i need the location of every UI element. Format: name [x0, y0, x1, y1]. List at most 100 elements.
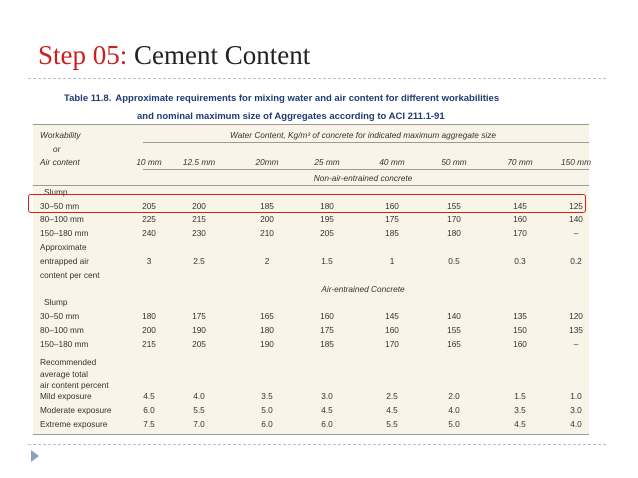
cell-value: 1: [389, 256, 395, 266]
highlight-box: [28, 194, 586, 213]
table-caption-label: Table 11.8.: [64, 93, 112, 104]
cell-value: 225: [142, 214, 156, 224]
cell-value: 160: [513, 339, 527, 349]
cell-value: 1.0: [570, 391, 582, 401]
header-size: 70 mm: [507, 157, 533, 167]
cell-value: 215: [142, 339, 156, 349]
cell-value: –: [573, 228, 579, 238]
table-caption: Table 11.8. Approximate requirements for …: [64, 93, 499, 104]
cell-value: 200: [192, 201, 206, 211]
slide-title: Step 05: Cement Content: [38, 40, 310, 71]
cell-value: 4.5: [386, 405, 398, 415]
table-caption-line2: and nominal maximum size of Aggregates a…: [137, 111, 445, 122]
cell-value: 4.0: [193, 391, 205, 401]
header-workability: Workability: [40, 130, 81, 140]
cell-value: 4.0: [570, 419, 582, 429]
cell-value: 200: [260, 214, 274, 224]
cell-value: 3.0: [321, 391, 333, 401]
approx-air-label: entrapped air: [40, 256, 89, 266]
cell-value: 185: [385, 228, 399, 238]
cell-value: 5.5: [193, 405, 205, 415]
cell-value: 180: [447, 228, 461, 238]
cell-value: 200: [142, 325, 156, 335]
slump-label: Slump: [44, 297, 68, 307]
cell-value: 165: [260, 311, 274, 321]
row-label: 80–100 mm: [40, 214, 84, 224]
cell-value: 4.5: [321, 405, 333, 415]
cell-value: 135: [569, 325, 583, 335]
cell-value: 5.5: [386, 419, 398, 429]
footer-divider: [28, 444, 606, 445]
cell-value: 0.2: [570, 256, 582, 266]
cell-value: 160: [385, 325, 399, 335]
cell-value: 155: [447, 325, 461, 335]
header-size: 25 mm: [314, 157, 340, 167]
header-size: 40 mm: [379, 157, 405, 167]
table-rule: [143, 142, 589, 143]
title-rest: Cement Content: [127, 40, 311, 70]
cell-value: 175: [192, 311, 206, 321]
recommended-air-label: average total: [40, 369, 88, 379]
cell-value: 140: [447, 311, 461, 321]
cell-value: 4.5: [143, 391, 155, 401]
cell-value: 1.5: [514, 391, 526, 401]
cell-value: 170: [447, 214, 461, 224]
cell-value: 160: [385, 201, 399, 211]
approx-air-label: Approximate: [40, 242, 87, 252]
header-air-content: Air content: [40, 157, 80, 167]
section-air-entrained: Air-entrained Concrete: [321, 284, 405, 294]
row-label: 30–50 mm: [40, 311, 80, 321]
cell-value: 2.5: [193, 256, 205, 266]
cell-value: 160: [320, 311, 334, 321]
cell-value: 0.3: [514, 256, 526, 266]
cell-value: 2.5: [386, 391, 398, 401]
row-label: Extreme exposure: [40, 419, 108, 429]
cell-value: 205: [320, 228, 334, 238]
cell-value: 2.0: [448, 391, 460, 401]
cell-value: 5.0: [261, 405, 273, 415]
cell-value: 160: [513, 214, 527, 224]
cell-value: 4.5: [514, 419, 526, 429]
approx-air-label: content per cent: [40, 270, 100, 280]
title-step: Step 05:: [38, 40, 128, 70]
cell-value: 180: [320, 201, 334, 211]
cell-value: 145: [513, 201, 527, 211]
cell-value: 190: [260, 339, 274, 349]
cell-value: 3: [146, 256, 152, 266]
cell-value: 7.0: [193, 419, 205, 429]
cell-value: 125: [569, 201, 583, 211]
row-label: Mild exposure: [40, 391, 92, 401]
header-water-content: Water Content, Kg/m³ of concrete for ind…: [230, 130, 496, 140]
cell-value: 180: [142, 311, 156, 321]
cell-value: 180: [260, 325, 274, 335]
cell-value: 185: [320, 339, 334, 349]
cell-value: 165: [447, 339, 461, 349]
cell-value: 6.0: [143, 405, 155, 415]
cell-value: –: [573, 339, 579, 349]
title-divider: [28, 78, 606, 79]
cell-value: 140: [569, 214, 583, 224]
cell-value: 120: [569, 311, 583, 321]
recommended-air-label: air content percent: [40, 380, 109, 390]
row-label: 30–50 mm: [40, 201, 80, 211]
cell-value: 175: [385, 214, 399, 224]
recommended-air-label: Recommended: [40, 357, 97, 367]
cell-value: 7.5: [143, 419, 155, 429]
header-size: 20mm: [255, 157, 279, 167]
cell-value: 3.0: [570, 405, 582, 415]
cell-value: 6.0: [321, 419, 333, 429]
cell-value: 6.0: [261, 419, 273, 429]
table-rule: [143, 169, 589, 170]
header-size: 50 mm: [441, 157, 467, 167]
water-content-table: Workability or Air content Water Content, K…: [33, 124, 591, 435]
header-or: or: [53, 144, 61, 154]
cell-value: 3.5: [514, 405, 526, 415]
cell-value: 190: [192, 325, 206, 335]
header-size: 150 mm: [561, 157, 591, 167]
row-label: 150–180 mm: [40, 339, 89, 349]
cell-value: 240: [142, 228, 156, 238]
cell-value: 185: [260, 201, 274, 211]
table-caption-line1: Approximate requirements for mixing wate…: [115, 93, 500, 104]
section-non-air-entrained: Non-air-entrained concrete: [313, 173, 413, 183]
row-label: Moderate exposure: [40, 405, 112, 415]
